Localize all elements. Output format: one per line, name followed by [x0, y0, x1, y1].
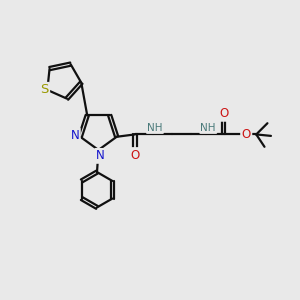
Text: N: N	[70, 129, 79, 142]
Text: NH: NH	[147, 123, 163, 133]
Text: N: N	[96, 149, 104, 162]
Text: O: O	[219, 107, 229, 120]
Text: NH: NH	[200, 123, 216, 133]
Text: O: O	[130, 148, 140, 161]
Text: O: O	[242, 128, 251, 141]
Text: S: S	[40, 83, 49, 96]
